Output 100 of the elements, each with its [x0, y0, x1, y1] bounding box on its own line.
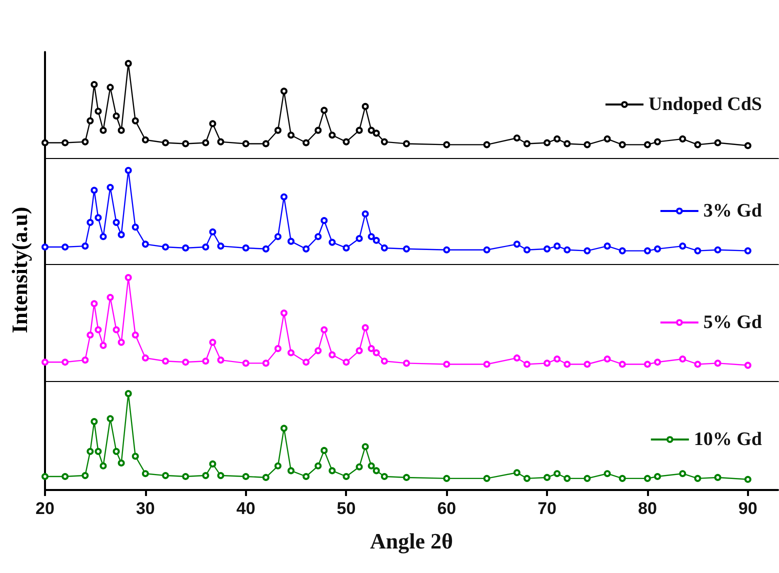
point — [744, 247, 752, 254]
point — [86, 117, 94, 124]
x-tick-label: 50 — [336, 499, 356, 518]
point — [372, 130, 380, 137]
point — [124, 390, 132, 398]
point — [100, 233, 107, 240]
x-tick-label: 70 — [538, 499, 557, 518]
point — [262, 360, 270, 367]
point — [314, 126, 322, 134]
point — [714, 139, 722, 146]
point — [86, 218, 94, 226]
point — [302, 358, 310, 366]
point — [356, 235, 363, 242]
point — [402, 474, 410, 481]
point — [554, 356, 561, 363]
legend-label: Undoped CdS — [648, 94, 762, 115]
x-tick-label: 30 — [136, 499, 155, 518]
point — [162, 358, 169, 365]
point — [328, 467, 336, 474]
point — [714, 360, 722, 367]
point — [618, 360, 626, 368]
point — [62, 139, 69, 146]
point — [94, 448, 102, 455]
point — [314, 347, 322, 354]
point — [94, 326, 102, 334]
point — [314, 462, 322, 470]
point — [162, 472, 169, 480]
point — [106, 184, 114, 191]
point — [182, 473, 190, 480]
point — [124, 60, 132, 67]
point — [242, 473, 250, 480]
point — [513, 354, 520, 362]
point — [544, 474, 551, 481]
point — [362, 443, 369, 450]
point — [368, 345, 375, 352]
point — [82, 138, 89, 146]
point — [654, 358, 662, 366]
point — [564, 474, 571, 482]
point — [644, 141, 651, 148]
y-axis-title: Intensity(a.u) — [7, 206, 33, 334]
point — [288, 238, 295, 245]
point — [274, 233, 282, 240]
point — [483, 246, 490, 254]
legend-label: 5% Gd — [703, 312, 762, 333]
point — [182, 358, 190, 366]
point — [604, 135, 611, 142]
point — [162, 139, 169, 146]
point — [302, 245, 310, 252]
point — [443, 246, 450, 254]
point — [142, 240, 149, 248]
point — [380, 244, 388, 252]
point — [644, 247, 651, 254]
point — [523, 474, 530, 482]
point — [320, 106, 328, 114]
point — [202, 358, 210, 365]
point — [679, 356, 686, 363]
point — [209, 460, 216, 468]
point — [209, 338, 216, 346]
point — [112, 448, 120, 455]
point — [544, 360, 551, 367]
point — [554, 242, 561, 250]
legend-label: 10% Gd — [694, 429, 762, 450]
point — [362, 210, 369, 218]
point — [328, 351, 336, 358]
point — [209, 120, 216, 128]
point — [402, 360, 410, 367]
point — [280, 88, 288, 95]
point — [288, 467, 295, 474]
point — [42, 139, 48, 146]
point — [513, 240, 520, 248]
point — [94, 108, 102, 115]
point — [118, 338, 125, 346]
point — [124, 166, 132, 174]
point — [262, 474, 270, 481]
point — [714, 246, 722, 254]
point — [368, 462, 375, 470]
point — [217, 356, 224, 364]
point — [554, 135, 561, 142]
point — [42, 244, 48, 251]
point — [443, 141, 450, 148]
point — [483, 360, 490, 368]
point — [314, 233, 322, 240]
point — [42, 358, 48, 366]
x-tick-label: 90 — [738, 499, 758, 518]
point — [380, 138, 388, 146]
point — [62, 473, 69, 480]
point — [302, 473, 310, 480]
point — [523, 246, 530, 254]
point — [584, 360, 591, 368]
point — [202, 472, 210, 480]
point — [262, 140, 270, 148]
point — [320, 326, 328, 334]
point — [182, 140, 190, 148]
x-tick-label: 60 — [437, 499, 456, 518]
point — [604, 356, 611, 363]
point — [202, 139, 210, 146]
point — [584, 141, 591, 148]
x-tick-label: 80 — [638, 499, 657, 518]
point — [356, 347, 363, 354]
point — [644, 360, 651, 368]
